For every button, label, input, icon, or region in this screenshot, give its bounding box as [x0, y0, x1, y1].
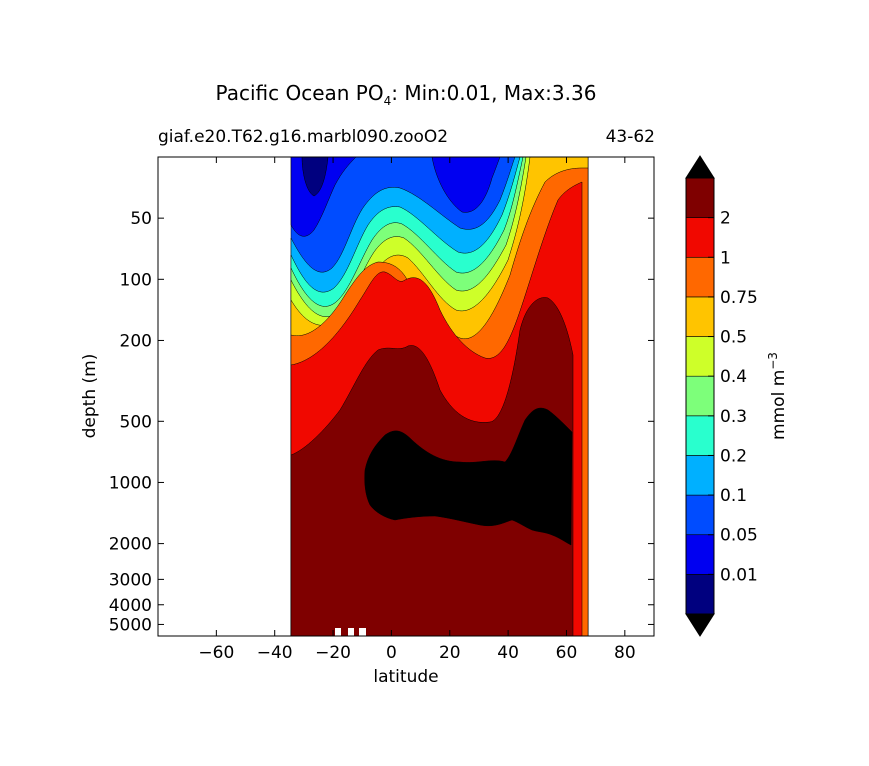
plot-frame — [157, 156, 655, 637]
contour-band-under-left — [301, 157, 329, 197]
y-tick-label: 500 — [120, 412, 152, 432]
colorbar-swatch — [685, 256, 715, 298]
colorbar-tick-label: 0.3 — [720, 407, 747, 427]
colorbar-swatch — [685, 296, 715, 337]
colorbar-frame — [685, 177, 715, 615]
colorbar-extend-bottom — [685, 613, 715, 637]
x-tick-label: −20 — [315, 643, 351, 663]
colorbar-swatch — [685, 494, 715, 536]
y-tick-label: 5000 — [109, 615, 152, 635]
blank-cell — [359, 628, 366, 636]
colorbar-tick-label: 0.01 — [720, 565, 758, 585]
colorbar-tick-label: 1 — [720, 248, 731, 268]
chart-title: Pacific Ocean PO4: Min:0.01, Max:3.36 — [216, 81, 597, 108]
colorbar-swatch — [685, 415, 715, 456]
y-tick-label: 100 — [120, 270, 152, 290]
contour-band-over — [364, 407, 573, 546]
subtitle-left: giaf.e20.T62.g16.marbl090.zooO2 — [158, 127, 448, 147]
contour-field — [290, 157, 589, 636]
y-tick-label: 200 — [120, 331, 152, 351]
colorbar-tick-label: 0.2 — [720, 446, 747, 466]
x-tick-label: −40 — [257, 643, 293, 663]
colorbar-tick-label: 0.1 — [720, 486, 747, 506]
y-tick-label: 2000 — [109, 535, 152, 555]
colorbar-swatch — [685, 455, 715, 496]
colorbar-unit: mmol m — [769, 370, 789, 440]
title-main: Pacific Ocean PO — [216, 81, 384, 105]
title-subscript: 4 — [384, 94, 392, 108]
colorbar-tick-label: 0.5 — [720, 328, 747, 348]
x-axis-label: latitude — [373, 667, 438, 687]
colorbar-swatch — [685, 336, 715, 377]
x-tick-label: 40 — [497, 643, 519, 663]
colorbar-swatch — [685, 375, 715, 417]
colorbar-swatch — [685, 217, 715, 258]
y-axis-label: depth (m) — [80, 354, 100, 439]
colorbar-swatch — [685, 177, 715, 218]
y-tick-label: 1000 — [109, 473, 152, 493]
colorbar-extend-top — [685, 155, 715, 179]
y-tick-label: 3000 — [109, 570, 152, 590]
x-axis: −60 −40 −20 0 20 40 60 80 — [198, 157, 636, 663]
colorbar: 0.01 0.05 0.1 0.2 0.3 0.4 0.5 0.75 1 2 — [685, 155, 758, 637]
y-tick-label: 50 — [130, 209, 152, 229]
x-tick-label: 60 — [556, 643, 578, 663]
colorbar-tick-label: 2 — [720, 209, 731, 229]
colorbar-tick-label: 0.4 — [720, 367, 747, 387]
contour-band-0.01-center — [431, 157, 501, 213]
x-tick-label: 0 — [386, 643, 397, 663]
y-tick-label: 4000 — [109, 596, 152, 616]
colorbar-tick-label: 0.75 — [720, 288, 758, 308]
title-stats: : Min:0.01, Max:3.36 — [391, 81, 596, 105]
colorbar-unit-exponent: −3 — [766, 352, 780, 370]
x-tick-label: 20 — [439, 643, 461, 663]
colorbar-swatch — [685, 534, 715, 575]
x-tick-label: −60 — [198, 643, 234, 663]
blank-cell — [335, 628, 341, 636]
colorbar-tick-label: 0.05 — [720, 526, 758, 546]
x-tick-label: 80 — [614, 643, 636, 663]
colorbar-swatch — [685, 574, 715, 615]
blank-cell — [348, 628, 354, 636]
colorbar-label: mmol m−3 — [766, 352, 789, 440]
subtitle-right: 43-62 — [606, 127, 655, 147]
